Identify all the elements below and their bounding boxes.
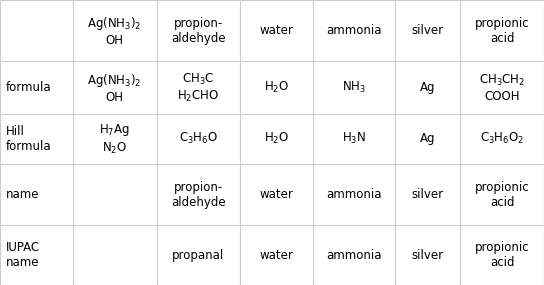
Text: Hill
formula: Hill formula bbox=[5, 125, 51, 153]
Text: C$_3$H$_6$O$_2$: C$_3$H$_6$O$_2$ bbox=[480, 131, 524, 146]
Text: ammonia: ammonia bbox=[326, 249, 382, 262]
Text: water: water bbox=[260, 249, 294, 262]
Text: IUPAC
name: IUPAC name bbox=[5, 241, 40, 269]
Text: silver: silver bbox=[411, 249, 443, 262]
Text: H$_2$O: H$_2$O bbox=[264, 80, 289, 95]
Text: propionic
acid: propionic acid bbox=[475, 17, 529, 45]
Text: name: name bbox=[5, 188, 39, 201]
Text: formula: formula bbox=[5, 81, 51, 94]
Text: H$_7$Ag
N$_2$O: H$_7$Ag N$_2$O bbox=[99, 122, 130, 156]
Text: propion-
aldehyde: propion- aldehyde bbox=[171, 17, 226, 45]
Text: propanal: propanal bbox=[172, 249, 225, 262]
Text: silver: silver bbox=[411, 188, 443, 201]
Text: CH$_3$C
H$_2$CHO: CH$_3$C H$_2$CHO bbox=[177, 72, 220, 104]
Text: CH$_3$CH$_2$
COOH: CH$_3$CH$_2$ COOH bbox=[479, 73, 525, 103]
Text: silver: silver bbox=[411, 24, 443, 37]
Text: H$_3$N: H$_3$N bbox=[342, 131, 366, 146]
Text: propion-
aldehyde: propion- aldehyde bbox=[171, 180, 226, 209]
Text: H$_2$O: H$_2$O bbox=[264, 131, 289, 146]
Text: propionic
acid: propionic acid bbox=[475, 180, 529, 209]
Text: NH$_3$: NH$_3$ bbox=[342, 80, 366, 95]
Text: Ag: Ag bbox=[420, 81, 435, 94]
Text: ammonia: ammonia bbox=[326, 188, 382, 201]
Text: water: water bbox=[260, 24, 294, 37]
Text: ammonia: ammonia bbox=[326, 24, 382, 37]
Text: propionic
acid: propionic acid bbox=[475, 241, 529, 269]
Text: Ag: Ag bbox=[420, 133, 435, 145]
Text: water: water bbox=[260, 188, 294, 201]
Text: C$_3$H$_6$O: C$_3$H$_6$O bbox=[179, 131, 218, 146]
Text: Ag(NH$_3$)$_2$
OH: Ag(NH$_3$)$_2$ OH bbox=[88, 15, 141, 47]
Text: Ag(NH$_3$)$_2$
OH: Ag(NH$_3$)$_2$ OH bbox=[88, 72, 141, 104]
